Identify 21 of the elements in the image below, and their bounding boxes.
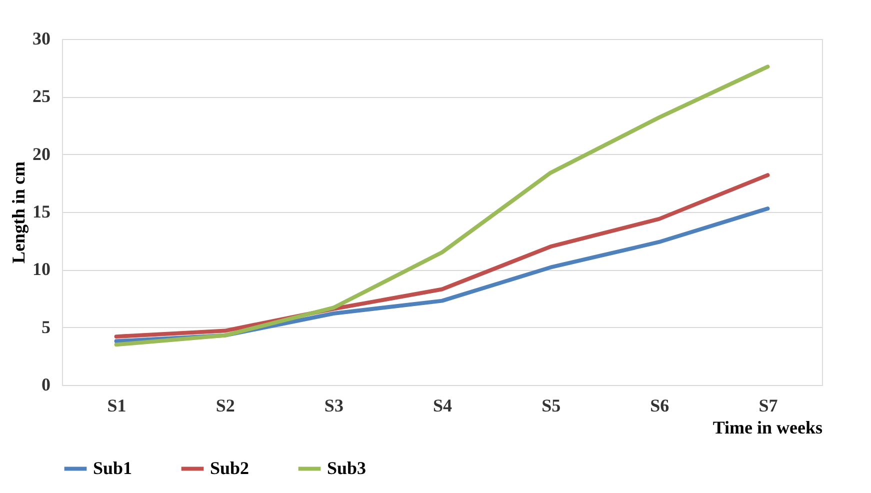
x-tick-label: S7 bbox=[758, 396, 778, 416]
line-series bbox=[114, 173, 770, 339]
y-tick-label: 30 bbox=[32, 28, 50, 48]
x-tick-label: S4 bbox=[432, 396, 452, 416]
x-tick-label: S1 bbox=[107, 396, 126, 416]
x-tick-label: S6 bbox=[650, 396, 670, 416]
x-tick-label: S3 bbox=[324, 396, 344, 416]
y-axis-title: Length in cm bbox=[8, 161, 28, 264]
y-tick-label: 15 bbox=[32, 202, 50, 222]
legend-label: Sub3 bbox=[327, 458, 366, 478]
y-tick-label: 10 bbox=[32, 259, 50, 280]
y-tick-label: 5 bbox=[42, 316, 50, 337]
x-axis-title: Time in weeks bbox=[712, 418, 822, 438]
legend-label: Sub2 bbox=[210, 458, 250, 478]
x-tick-label: S5 bbox=[542, 396, 561, 416]
x-tick-label: S2 bbox=[216, 396, 235, 416]
y-tick-label: 25 bbox=[32, 86, 50, 106]
line-series bbox=[114, 64, 770, 347]
y-tick-label: 0 bbox=[42, 374, 50, 394]
y-tick-label: 20 bbox=[32, 144, 50, 164]
legend-label: Sub1 bbox=[93, 458, 132, 478]
